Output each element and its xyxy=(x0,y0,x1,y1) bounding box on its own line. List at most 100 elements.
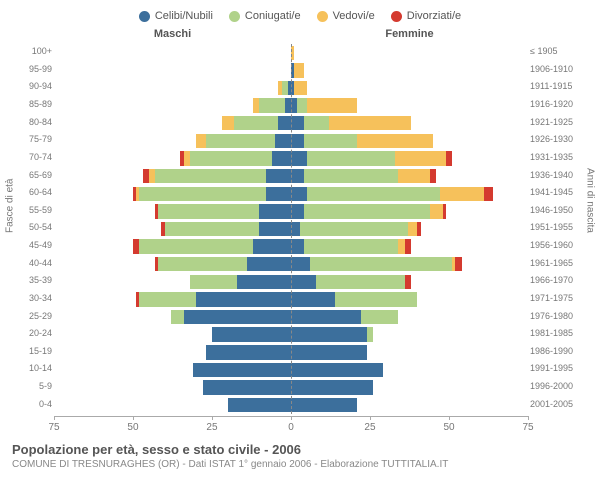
male-bar xyxy=(54,63,291,77)
bar-segment-cel xyxy=(291,292,335,306)
birth-year-tick: 1946-1950 xyxy=(530,206,588,215)
plot-area: Maschi Femmine 100+95-9990-9485-8980-847… xyxy=(12,28,588,438)
age-tick: 60-64 xyxy=(12,188,52,197)
male-bar xyxy=(54,222,291,236)
birth-year-tick: 1996-2000 xyxy=(530,382,588,391)
female-bar xyxy=(291,239,528,253)
bar-segment-cel xyxy=(291,134,304,148)
bar-segment-con xyxy=(190,151,272,165)
male-bar xyxy=(54,204,291,218)
bar-segment-con xyxy=(367,327,373,341)
bar-segment-cel xyxy=(212,327,291,341)
female-bar xyxy=(291,222,528,236)
birth-year-axis: ≤ 19051906-19101911-19151916-19201921-19… xyxy=(530,44,588,414)
bar-segment-div xyxy=(405,239,411,253)
legend-label: Vedovi/e xyxy=(333,10,375,22)
age-tick: 75-79 xyxy=(12,135,52,144)
male-bar xyxy=(54,398,291,412)
legend-swatch xyxy=(229,11,240,22)
birth-year-tick: 1941-1945 xyxy=(530,188,588,197)
bar-segment-con xyxy=(304,169,399,183)
x-axis: 7550250255075 xyxy=(54,416,528,438)
male-bar xyxy=(54,292,291,306)
bar-segment-con xyxy=(165,222,260,236)
bar-segment-ved xyxy=(430,204,443,218)
bar-segment-ved xyxy=(294,81,307,95)
female-bar xyxy=(291,204,528,218)
male-bar xyxy=(54,310,291,324)
bar-segment-con xyxy=(304,116,329,130)
male-bar xyxy=(54,81,291,95)
bar-segment-cel xyxy=(291,327,367,341)
bar-segment-con xyxy=(158,204,259,218)
female-bar xyxy=(291,363,528,377)
bar-segment-con xyxy=(139,239,253,253)
age-tick: 45-49 xyxy=(12,241,52,250)
bar-segment-con xyxy=(297,98,306,112)
bar-segment-cel xyxy=(259,222,291,236)
male-bar xyxy=(54,327,291,341)
bar-segment-ved xyxy=(398,169,430,183)
birth-year-tick: 1951-1955 xyxy=(530,223,588,232)
birth-year-tick: 1926-1930 xyxy=(530,135,588,144)
female-bar xyxy=(291,151,528,165)
female-header: Femmine xyxy=(291,28,528,40)
legend-item: Divorziati/e xyxy=(391,10,461,22)
bar-segment-div xyxy=(417,222,420,236)
bar-segment-con xyxy=(171,310,184,324)
female-bar xyxy=(291,187,528,201)
bar-segment-cel xyxy=(228,398,291,412)
birth-year-tick: 1906-1910 xyxy=(530,65,588,74)
age-tick: 95-99 xyxy=(12,65,52,74)
bar-segment-con xyxy=(234,116,278,130)
x-tick-label: 0 xyxy=(288,422,294,433)
bar-segment-ved xyxy=(395,151,446,165)
age-tick: 65-69 xyxy=(12,171,52,180)
bar-segment-con xyxy=(307,187,440,201)
bar-segment-div xyxy=(446,151,452,165)
female-bar xyxy=(291,46,528,60)
birth-year-tick: 1916-1920 xyxy=(530,100,588,109)
bar-segment-cel xyxy=(193,363,291,377)
chart-container: Celibi/NubiliConiugati/eVedovi/eDivorzia… xyxy=(0,0,600,500)
x-tick-label: 50 xyxy=(127,422,138,433)
female-bar xyxy=(291,134,528,148)
legend-item: Celibi/Nubili xyxy=(139,10,213,22)
bar-segment-con xyxy=(155,169,266,183)
bar-segment-cel xyxy=(291,169,304,183)
bar-segment-ved xyxy=(357,134,433,148)
age-tick: 15-19 xyxy=(12,347,52,356)
bar-segment-cel xyxy=(291,222,300,236)
age-tick: 80-84 xyxy=(12,118,52,127)
birth-year-tick: 1911-1915 xyxy=(530,82,588,91)
chart-subtitle: COMUNE DI TRESNURAGHES (OR) - Dati ISTAT… xyxy=(12,459,588,470)
birth-year-tick: ≤ 1905 xyxy=(530,47,588,56)
male-bar xyxy=(54,363,291,377)
female-bar xyxy=(291,327,528,341)
y-axis-left-label: Fasce di età xyxy=(5,179,16,233)
birth-year-tick: 1961-1965 xyxy=(530,259,588,268)
birth-year-tick: 2001-2005 xyxy=(530,400,588,409)
female-bar xyxy=(291,81,528,95)
bar-segment-con xyxy=(335,292,417,306)
male-bar xyxy=(54,151,291,165)
bar-segment-ved xyxy=(440,187,484,201)
legend-item: Vedovi/e xyxy=(317,10,375,22)
bar-segment-cel xyxy=(278,116,291,130)
bar-segment-cel xyxy=(275,134,291,148)
age-tick: 90-94 xyxy=(12,82,52,91)
bar-segment-cel xyxy=(184,310,291,324)
birth-year-tick: 1936-1940 xyxy=(530,171,588,180)
bar-segment-cel xyxy=(291,310,361,324)
birth-year-tick: 1966-1970 xyxy=(530,276,588,285)
bar-segment-cel xyxy=(196,292,291,306)
age-tick: 35-39 xyxy=(12,276,52,285)
birth-year-tick: 1971-1975 xyxy=(530,294,588,303)
chart-footer: Popolazione per età, sesso e stato civil… xyxy=(12,442,588,470)
bar-segment-con xyxy=(139,187,265,201)
male-bar xyxy=(54,345,291,359)
bar-segment-cel xyxy=(237,275,291,289)
x-tick-line xyxy=(528,416,529,420)
birth-year-tick: 1991-1995 xyxy=(530,364,588,373)
age-tick: 85-89 xyxy=(12,100,52,109)
